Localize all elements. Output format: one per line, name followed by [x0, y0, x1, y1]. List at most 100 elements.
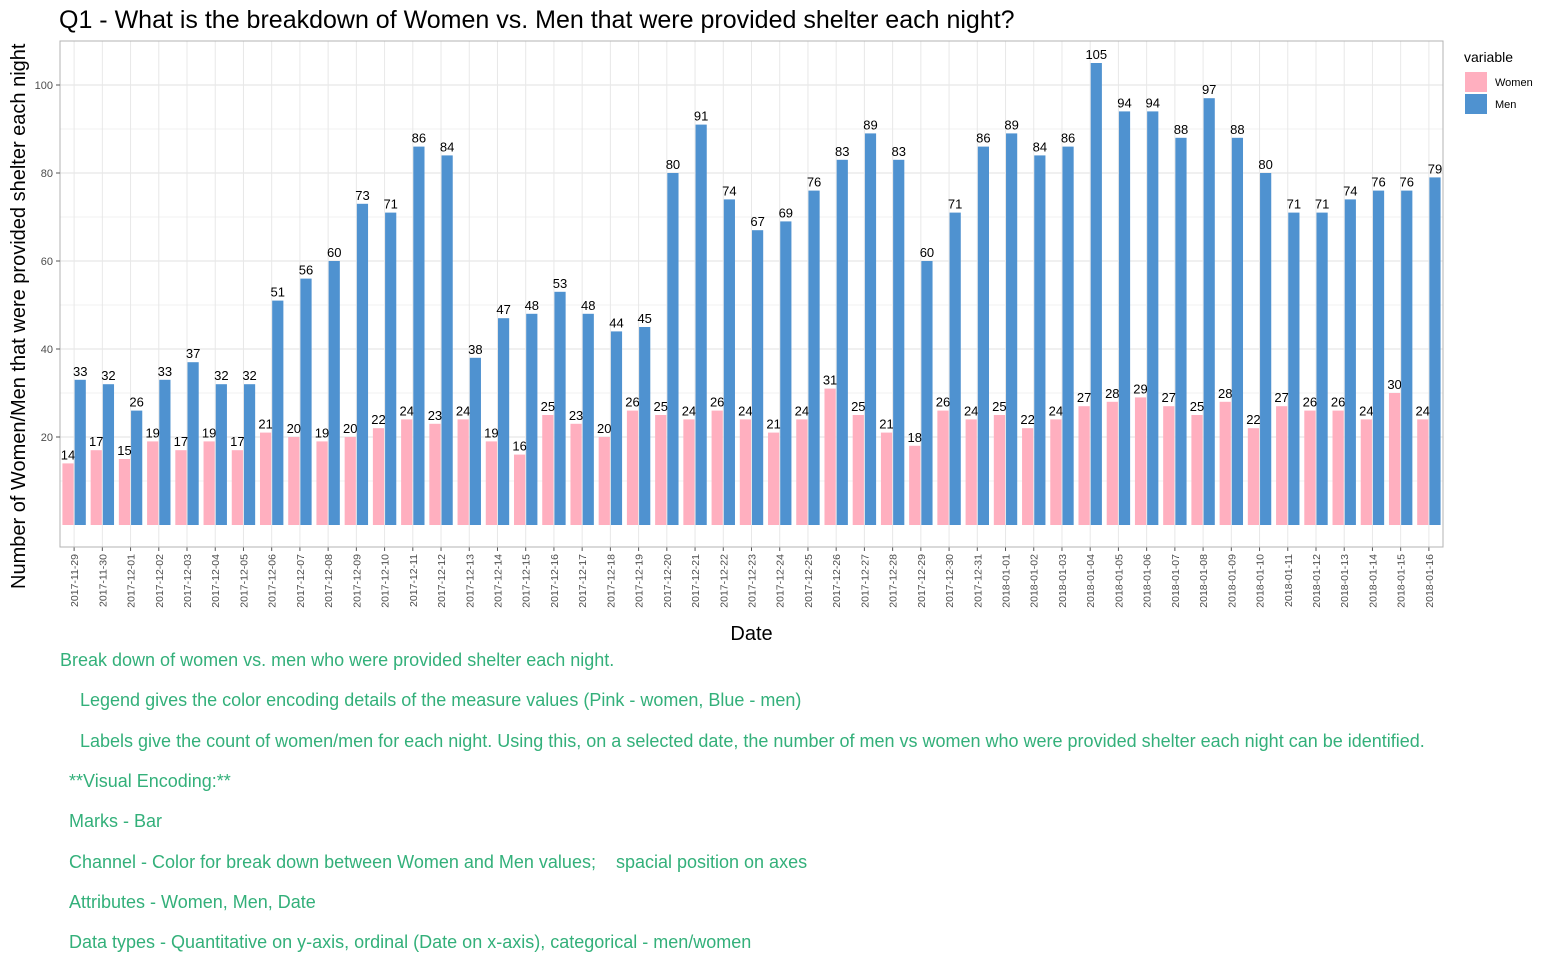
x-tick-label: 2017-12-14 [492, 554, 504, 608]
data-label-women: 19 [484, 425, 498, 440]
bar-women [937, 410, 949, 525]
data-label-men: 80 [666, 157, 680, 172]
bar-men [667, 173, 679, 525]
data-label-women: 19 [315, 425, 329, 440]
bar-women [626, 410, 639, 525]
bar-women [147, 441, 159, 525]
bar-women [1134, 397, 1147, 525]
data-label-men: 48 [581, 298, 595, 313]
data-label-men: 94 [1117, 95, 1131, 110]
data-label-men: 83 [835, 144, 849, 159]
data-label-women: 21 [879, 417, 893, 432]
data-label-women: 24 [1416, 403, 1430, 418]
data-label-women: 17 [89, 434, 103, 449]
x-tick-label: 2017-12-01 [126, 554, 138, 608]
x-tick-label: 2018-01-06 [1142, 554, 1154, 608]
legend-label-women: Women [1495, 77, 1533, 89]
data-label-women: 26 [1303, 395, 1317, 410]
bar-women [90, 450, 102, 525]
x-tick-label: 2017-12-15 [521, 554, 533, 608]
bar-women [1304, 410, 1316, 525]
data-label-women: 28 [1218, 386, 1232, 401]
bar-men [1147, 111, 1159, 526]
data-label-women: 31 [823, 373, 837, 388]
bar-men [977, 146, 989, 525]
bar-men [1175, 137, 1187, 526]
bar-women [372, 428, 385, 525]
data-label-women: 14 [61, 447, 75, 462]
bar-men [780, 221, 792, 525]
data-label-men: 33 [158, 364, 172, 379]
data-label-men: 86 [976, 131, 990, 146]
bar-men [243, 384, 256, 525]
bar-women [965, 419, 977, 525]
x-tick-label: 2018-01-13 [1339, 554, 1351, 608]
data-label-men: 60 [920, 245, 934, 260]
legend-swatch-women [1465, 72, 1487, 92]
bar-women [344, 437, 356, 525]
bar-women [118, 459, 131, 525]
x-tick-label: 2018-01-16 [1424, 554, 1436, 608]
data-label-men: 47 [496, 302, 510, 317]
data-label-women: 27 [1077, 390, 1091, 405]
data-label-men: 105 [1085, 47, 1107, 62]
legend-label-men: Men [1495, 99, 1516, 111]
data-label-men: 76 [1400, 175, 1414, 190]
data-label-men: 37 [186, 346, 200, 361]
data-label-women: 28 [1105, 386, 1119, 401]
bar-men [610, 331, 623, 525]
bar-women [231, 450, 243, 525]
data-label-men: 97 [1202, 82, 1216, 97]
x-tick-label: 2017-12-12 [436, 554, 448, 608]
x-tick-label: 2017-12-18 [605, 554, 617, 608]
bar-women [259, 432, 272, 525]
data-label-women: 15 [117, 443, 131, 458]
x-tick-label: 2018-01-05 [1113, 554, 1125, 608]
data-label-women: 30 [1387, 377, 1401, 392]
chart-title: Q1 - What is the breakdown of Women vs. … [59, 6, 1015, 34]
data-label-women: 25 [851, 399, 865, 414]
x-tick-label: 2017-12-17 [577, 554, 589, 608]
data-label-women: 26 [1331, 395, 1345, 410]
y-tick-label: 60 [41, 256, 53, 268]
x-tick-label: 2017-12-21 [690, 554, 702, 608]
bar-men [526, 313, 538, 525]
bar-men [893, 159, 905, 526]
bar-women [1388, 393, 1401, 525]
data-label-men: 83 [891, 144, 905, 159]
bar-men [1344, 199, 1356, 525]
x-tick-label: 2017-12-13 [464, 554, 476, 608]
data-label-women: 24 [964, 403, 978, 418]
data-label-women: 24 [1049, 403, 1063, 418]
data-label-women: 19 [145, 425, 159, 440]
bar-men [187, 362, 199, 525]
legend-swatch-men [1465, 94, 1487, 114]
data-label-women: 25 [653, 399, 667, 414]
data-label-women: 17 [230, 434, 244, 449]
data-label-men: 89 [863, 117, 877, 132]
note-line-1: Break down of women vs. men who were pro… [60, 650, 615, 670]
x-tick-label: 2018-01-02 [1029, 554, 1041, 608]
x-tick-label: 2017-12-22 [718, 554, 730, 608]
bar-men [1062, 146, 1074, 525]
data-label-women: 24 [795, 403, 809, 418]
y-tick-label: 100 [35, 80, 53, 92]
bar-women [1022, 428, 1034, 525]
bar-men [300, 278, 312, 525]
data-label-men: 89 [1004, 117, 1018, 132]
data-label-men: 38 [468, 342, 482, 357]
x-tick-label: 2017-12-26 [831, 554, 843, 608]
bar-men [413, 146, 425, 525]
data-label-men: 79 [1428, 161, 1442, 176]
bar-women [711, 410, 723, 525]
data-label-men: 45 [637, 311, 651, 326]
bar-men [949, 212, 961, 525]
data-label-women: 25 [992, 399, 1006, 414]
x-tick-label: 2018-01-03 [1057, 554, 1069, 608]
data-label-women: 25 [541, 399, 555, 414]
bar-men [723, 199, 735, 525]
bar-women [203, 441, 215, 525]
bar-women [655, 415, 667, 525]
data-label-men: 74 [1343, 183, 1357, 198]
data-label-men: 26 [129, 395, 143, 410]
